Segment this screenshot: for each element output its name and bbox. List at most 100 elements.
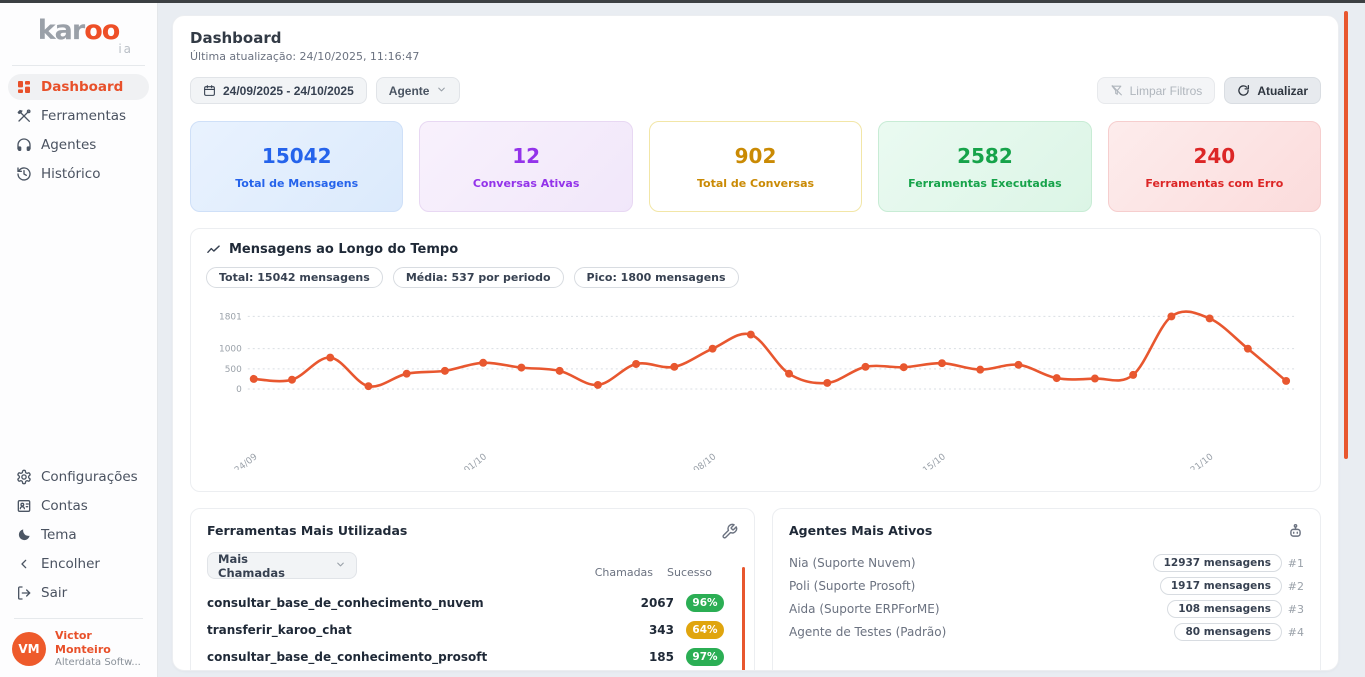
wrench-icon [721,523,738,540]
stat-card-blue: 15042 Total de Mensagens [190,121,404,212]
sidebar-item-configuracoes[interactable]: Configurações [8,464,149,490]
chart-data-point[interactable] [555,366,564,375]
sidebar-item-label: Tema [41,527,77,543]
messages-line-chart: 0 500 1000 1801 24/09 01/10 08/10 15/10 21/10 [206,304,1305,470]
chart-data-point[interactable] [479,358,488,367]
tool-row[interactable]: consultar_base_de_conhecimento_prosoft 18… [207,643,738,670]
chart-data-point[interactable] [1205,314,1214,323]
messages-chart-card: Mensagens ao Longo do Tempo Total: 15042… [190,228,1321,492]
stat-label: Total de Mensagens [235,176,359,190]
stat-value: 2582 [957,143,1013,168]
sidebar-item-historico[interactable]: Histórico [8,161,149,187]
history-icon [16,166,32,182]
sidebar-item-label: Dashboard [41,79,124,96]
calendar-icon [203,84,216,97]
sidebar-item-ferramentas[interactable]: Ferramentas [8,103,149,129]
stat-label: Ferramentas Executadas [908,176,1062,190]
chart-data-point[interactable] [287,375,296,384]
vertical-scrollbar-thumb[interactable] [1344,11,1348,459]
chart-data-point[interactable] [899,363,908,372]
chart-data-point[interactable] [708,344,717,353]
chart-summary-badges: Total: 15042 mensagens Média: 537 por pe… [206,267,1305,288]
moon-icon [16,527,32,543]
top-agents-card: Agentes Mais Ativos Nia (Suporte Nuvem) 1… [772,508,1321,670]
stat-value: 15042 [261,143,332,168]
logo-divider [12,65,145,67]
chart-data-point[interactable] [1090,374,1099,383]
sidebar-item-agentes[interactable]: Agentes [8,132,149,158]
agent-select[interactable]: Agente [375,77,461,104]
sidebar-nav-footer: Configurações Contas Tema Encolher Sair [0,462,157,606]
chart-data-point[interactable] [632,360,641,368]
stat-card-red: 240 Ferramentas com Erro [1107,121,1322,212]
chart-data-point[interactable] [440,366,449,375]
clear-filters-button[interactable]: Limpar Filtros [1096,77,1216,104]
chart-data-point[interactable] [1129,370,1138,379]
tools-sort-select[interactable]: Mais Chamadas [207,551,357,580]
agents-list: Nia (Suporte Nuvem) 12937 mensagens #1 Poli… [789,554,1304,641]
agent-row[interactable]: Agente de Testes (Padrão) 80 mensagens #4 [789,623,1304,641]
agent-row[interactable]: Nia (Suporte Nuvem) 12937 mensagens #1 [789,554,1304,572]
tool-row[interactable]: consultar_base_de_conhecimento_nuvem 2067… [207,589,738,616]
stat-value: 902 [734,143,777,168]
chart-data-point[interactable] [1052,374,1061,383]
agent-row[interactable]: Poli (Suporte Prosoft) 1917 mensagens #2 [789,577,1304,595]
date-range-value: 24/09/2025 - 24/10/2025 [223,83,354,98]
dashboard-panel: Dashboard Última atualização: 24/10/2025… [172,15,1339,671]
chart-data-point[interactable] [785,369,794,378]
refresh-icon [1237,84,1250,97]
stat-label: Conversas Ativas [472,176,580,190]
chart-data-point[interactable] [938,359,946,368]
chart-data-point[interactable] [976,365,985,374]
sidebar-item-dashboard[interactable]: Dashboard [8,74,149,101]
user-name: Victor Monteiro [55,629,111,656]
refresh-button[interactable]: Atualizar [1224,77,1321,104]
sidebar-item-label: Ferramentas [41,108,127,125]
agent-row[interactable]: Aida (Suporte ERPForME) 108 mensagens #3 [789,600,1304,618]
sidebar-item-label: Contas [41,498,88,514]
stat-card-green: 2582 Ferramentas Executadas [878,121,1092,212]
user-company: Alterdata Softw... [55,656,141,668]
chart-data-point[interactable] [823,378,832,387]
line-chart-svg: 0 500 1000 1801 24/09 01/10 08/10 15/10 21/10 [219,310,1295,470]
chart-data-point[interactable] [1167,312,1176,321]
sidebar-item-label: Encolher [41,556,100,572]
chart-data-point[interactable] [861,362,870,371]
tool-calls-count: 343 [648,622,674,637]
tools-card-title: Ferramentas Mais Utilizadas [207,523,408,538]
chart-data-point[interactable] [326,353,335,362]
chart-data-point[interactable] [746,330,755,339]
sidebar-item-contas[interactable]: Contas [8,493,149,519]
tools-scrollbar[interactable] [742,567,745,670]
sidebar-item-tema[interactable]: Tema [8,522,149,548]
agent-select-value: Agente [388,83,430,98]
sidebar-item-sair[interactable]: Sair [8,580,149,606]
page-title: Dashboard [190,29,282,47]
tool-calls-count: 185 [648,649,674,664]
stat-label: Total de Conversas [696,176,815,190]
chart-data-point[interactable] [1243,344,1252,353]
tool-name: consultar_base_de_conhecimento_prosoft [207,649,488,664]
chart-data-point[interactable] [364,382,373,391]
chart-data-point[interactable] [1014,360,1023,369]
chart-data-point[interactable] [249,374,258,383]
chart-data-point[interactable] [1282,376,1291,385]
sidebar-item-label: Sair [41,585,68,601]
user-profile[interactable]: VM Victor Monteiro Alterdata Softw... [0,629,157,669]
chart-data-point[interactable] [670,362,679,371]
chart-data-point[interactable] [593,380,602,389]
stat-value: 12 [512,143,541,168]
tools-sort-value: Mais Chamadas [218,551,285,580]
sidebar-item-encolher[interactable]: Encolher [8,551,149,577]
app-logo: karoo ia [0,13,157,56]
date-range-picker[interactable]: 24/09/2025 - 24/10/2025 [190,77,367,104]
x-axis-tick-label: 21/10 [1189,452,1216,470]
chart-data-point[interactable] [517,363,526,372]
logo-subtext: ia [118,42,133,57]
stat-value: 240 [1193,143,1236,168]
tool-row[interactable]: transferir_karoo_chat 343 64% [207,616,738,643]
stat-card-yellow: 902 Total de Conversas [648,121,863,212]
chevron-down-icon [335,559,346,573]
chart-data-point[interactable] [402,369,411,378]
stat-label: Ferramentas com Erro [1145,176,1284,190]
